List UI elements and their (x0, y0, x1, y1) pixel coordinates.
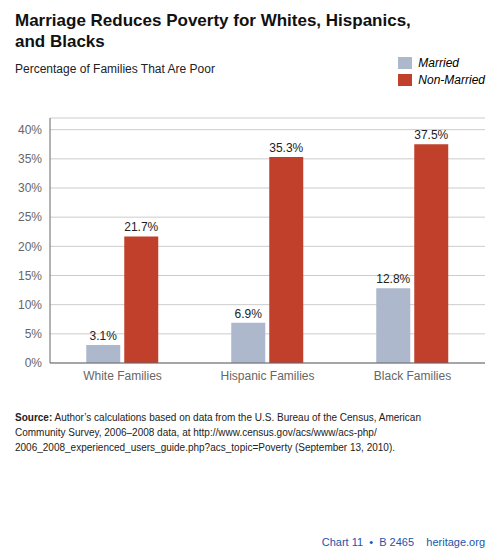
svg-text:0%: 0% (25, 356, 43, 370)
svg-text:10%: 10% (18, 298, 42, 312)
svg-text:40%: 40% (18, 123, 42, 137)
svg-text:21.7%: 21.7% (124, 220, 158, 234)
svg-text:20%: 20% (18, 240, 42, 254)
svg-text:3.1%: 3.1% (90, 329, 118, 343)
html-text:Non-Married: Non-Married (418, 73, 485, 87)
svg-text:White Families: White Families (83, 369, 162, 383)
svg-text:12.8%: 12.8% (376, 272, 410, 286)
html-text:Married: Married (418, 56, 459, 70)
svg-text:30%: 30% (18, 181, 42, 195)
svg-text:35.3%: 35.3% (269, 141, 303, 155)
html-text:Marriage Reduces Poverty for W: Marriage Reduces Poverty for Whites, His… (15, 11, 411, 30)
html-text:Source: Author’s calculations: Source: Author’s calculations based on d… (15, 412, 421, 453)
svg-text:6.9%: 6.9% (235, 307, 263, 321)
html-text:and Blacks: and Blacks (15, 32, 105, 51)
html-text:Chart 11 • B 2465 heritage.org: Chart 11 • B 2465 heritage.org (321, 536, 485, 548)
svg-text:35%: 35% (18, 152, 42, 166)
svg-text:5%: 5% (25, 327, 43, 341)
svg-text:Hispanic Families: Hispanic Families (220, 369, 314, 383)
svg-text:37.5%: 37.5% (414, 128, 448, 142)
svg-text:Black Families: Black Families (374, 369, 451, 383)
html-text:Percentage of Families That Ar: Percentage of Families That Are Poor (15, 62, 215, 76)
svg-text:15%: 15% (18, 269, 42, 283)
svg-text:25%: 25% (18, 210, 42, 224)
